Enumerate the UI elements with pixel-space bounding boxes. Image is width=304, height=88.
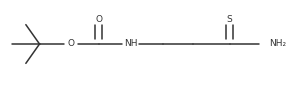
Text: O: O <box>68 40 75 48</box>
Text: O: O <box>95 15 102 24</box>
Text: NH: NH <box>124 40 137 48</box>
Text: NH₂: NH₂ <box>269 40 286 48</box>
Text: S: S <box>227 15 232 24</box>
